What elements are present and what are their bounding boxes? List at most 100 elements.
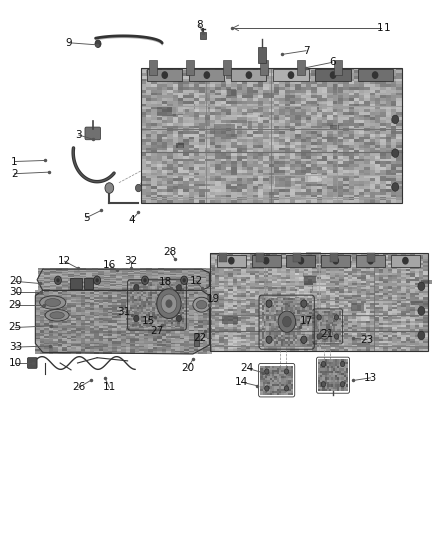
Bar (210, 126, 215, 128)
Bar (335, 265, 339, 267)
Bar (388, 283, 392, 285)
Bar (386, 90, 391, 93)
Bar (374, 301, 379, 303)
Bar (318, 364, 320, 366)
Bar (312, 316, 317, 317)
Bar (384, 267, 388, 269)
Bar (419, 308, 424, 309)
Bar (180, 298, 184, 300)
Bar (177, 276, 183, 277)
Bar (410, 329, 415, 332)
Bar (108, 328, 112, 329)
Bar (233, 279, 237, 281)
Bar (219, 305, 224, 308)
Bar (357, 301, 361, 303)
Bar (180, 288, 182, 290)
Bar (141, 134, 146, 136)
Bar (219, 263, 224, 265)
Bar (157, 338, 162, 340)
Bar (233, 269, 237, 271)
Bar (219, 275, 224, 277)
Bar (317, 316, 318, 318)
Bar (173, 200, 178, 203)
Bar (386, 112, 391, 115)
Bar (159, 309, 162, 311)
Bar (272, 263, 277, 265)
Bar (189, 73, 194, 76)
Bar (279, 123, 285, 126)
Bar (141, 309, 143, 311)
Bar (63, 313, 67, 315)
Bar (268, 316, 272, 317)
Bar (259, 267, 264, 269)
Bar (335, 289, 339, 291)
Bar (311, 148, 317, 150)
Bar (401, 253, 406, 255)
Bar (370, 161, 375, 164)
Bar (381, 178, 386, 181)
Bar (210, 145, 215, 148)
Bar (286, 349, 290, 351)
Bar (199, 183, 205, 187)
Bar (370, 175, 375, 178)
Bar (312, 263, 317, 265)
Bar (374, 291, 379, 293)
Bar (164, 277, 170, 278)
Circle shape (204, 72, 209, 78)
Bar (343, 317, 348, 319)
Bar (318, 335, 320, 337)
Bar (123, 276, 128, 277)
Bar (121, 326, 126, 328)
Bar (290, 340, 295, 341)
Bar (285, 134, 290, 136)
Bar (370, 341, 374, 343)
Bar (162, 292, 166, 294)
Bar (153, 340, 157, 341)
Bar (281, 345, 286, 348)
Bar (173, 292, 175, 294)
Bar (253, 68, 258, 70)
Text: 33: 33 (9, 342, 22, 352)
Bar (396, 70, 402, 73)
Bar (374, 345, 379, 348)
Bar (146, 301, 148, 303)
Bar (288, 310, 290, 312)
Bar (286, 380, 288, 382)
Bar (39, 280, 44, 281)
Bar (291, 389, 293, 391)
Bar (321, 259, 326, 261)
Bar (206, 282, 212, 284)
Bar (247, 150, 253, 153)
Bar (379, 321, 384, 324)
Bar (134, 281, 141, 282)
Bar (269, 298, 271, 301)
Bar (293, 339, 295, 342)
Bar (247, 101, 253, 103)
Bar (162, 106, 167, 109)
Bar (320, 382, 322, 384)
Bar (99, 282, 104, 284)
Bar (281, 259, 286, 261)
Text: 1: 1 (11, 157, 18, 166)
Bar (326, 271, 330, 273)
Bar (397, 317, 401, 319)
Bar (396, 82, 402, 84)
Bar (112, 336, 117, 338)
Bar (357, 311, 361, 313)
Bar (317, 136, 322, 140)
Bar (184, 300, 189, 302)
Bar (304, 301, 308, 303)
Bar (388, 329, 392, 332)
Bar (152, 326, 155, 327)
Bar (137, 311, 139, 312)
Bar (194, 276, 201, 277)
Bar (297, 333, 300, 335)
Bar (63, 338, 67, 340)
Bar (68, 277, 74, 278)
Bar (108, 315, 112, 317)
Bar (286, 273, 290, 275)
Circle shape (266, 336, 272, 343)
Bar (332, 136, 338, 140)
Bar (381, 112, 386, 115)
Bar (338, 183, 343, 187)
